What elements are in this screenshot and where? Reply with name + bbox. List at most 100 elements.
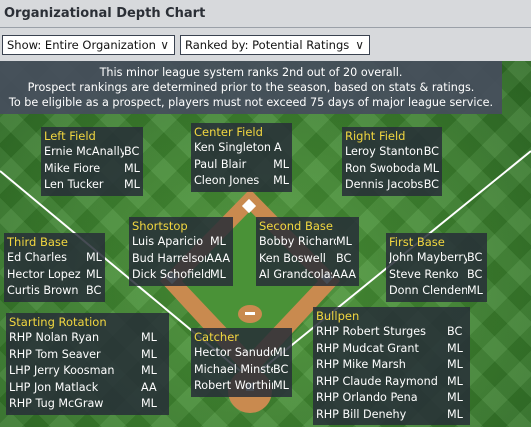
player-row[interactable]: LHP Jerry Koosman ML (9, 363, 166, 380)
position-title: Right Field (345, 129, 406, 143)
second-base-box: Second Base Bobby RichardsonML Ken Boswe… (256, 217, 359, 286)
position-title: Bullpen (316, 309, 360, 323)
player-level: ML (210, 268, 226, 281)
position-title: Shortstop (132, 219, 188, 233)
player-row[interactable]: Donn ClendenonML (389, 283, 484, 300)
player-name: Donn Clendenon (389, 284, 467, 297)
player-level: ML (447, 341, 463, 355)
player-row[interactable]: Curtis Brown BC (7, 283, 102, 300)
player-row[interactable]: Ed Charles ML (7, 250, 102, 267)
player-level: ML (467, 284, 483, 297)
center-field-box: Center Field Ken Singleton A Paul Blair ML… (191, 123, 292, 192)
player-name: LHP Jerry Koosman (9, 364, 115, 377)
player-row[interactable]: Mike Fiore ML (44, 161, 140, 178)
player-row[interactable]: Hector Sanudo ML (194, 345, 289, 362)
player-level: AAA (206, 251, 230, 265)
player-row[interactable]: Dick Schofield ML (132, 267, 230, 284)
position-title: Third Base (7, 235, 68, 249)
player-row[interactable]: LHP Jon Matlack AA (9, 380, 166, 397)
player-row[interactable]: Luis Aparicio ML (132, 234, 230, 251)
player-row[interactable]: Bud Harrelson AAA (132, 251, 230, 268)
player-name: John Mayberry (389, 251, 467, 264)
player-row[interactable]: Ken Boswell BC (259, 251, 356, 268)
player-name: Mike Fiore (44, 161, 101, 175)
player-name: Ken Boswell (259, 251, 326, 265)
player-name: Leroy Stanton (345, 145, 424, 158)
player-row[interactable]: Robert WorthingtonML (194, 378, 289, 395)
show-dropdown[interactable]: Show: Entire Organization ∨ (2, 35, 175, 55)
player-row[interactable]: RHP Claude Raymond ML (316, 374, 467, 391)
player-row[interactable]: RHP Bill Denehy ML (316, 407, 467, 424)
banner-line: Prospect rankings are determined prior t… (27, 81, 475, 94)
player-level: ML (447, 391, 463, 404)
player-row[interactable]: Paul Blair ML (194, 157, 289, 174)
player-level: BC (124, 145, 140, 158)
player-row[interactable]: Hector Lopez ML (7, 267, 102, 284)
player-name: Dennis Jacobs (345, 178, 424, 191)
pitchers-rubber (245, 312, 255, 315)
player-row[interactable]: Al Grandcolas AAA (259, 267, 356, 284)
player-name: Ed Charles (7, 251, 67, 264)
player-row[interactable]: RHP Mike Marsh ML (316, 357, 467, 374)
player-row[interactable]: Ron Swoboda ML (345, 161, 439, 178)
player-row[interactable]: RHP Tug McGraw ML (9, 396, 166, 413)
page-title: Organizational Depth Chart (4, 6, 206, 21)
player-row[interactable]: Cleon Jones ML (194, 173, 289, 190)
banner-line: To be eligible as a prospect, players mu… (8, 96, 494, 109)
player-name: Dick Schofield (132, 268, 210, 281)
player-name: Ernie McAnally (44, 145, 124, 158)
player-name: Hector Lopez (7, 267, 81, 281)
player-row[interactable]: Ernie McAnally BC (44, 144, 140, 161)
player-level: BC (423, 145, 439, 158)
player-name: Luis Aparicio (132, 235, 204, 248)
player-row[interactable]: RHP Robert Sturges BC (316, 324, 467, 341)
first-base-box: First Base John Mayberry BC Steve Renko BC… (386, 233, 487, 302)
player-name: Hector Sanudo (194, 346, 273, 359)
player-name: RHP Tom Seaver (9, 347, 101, 361)
player-name: RHP Mudcat Grant (316, 341, 419, 355)
right-field-box: Right Field Leroy Stanton BC Ron Swoboda M… (342, 127, 442, 196)
player-row[interactable]: Bobby RichardsonML (259, 234, 356, 251)
player-level: ML (86, 251, 102, 264)
player-row[interactable]: Leroy Stanton BC (345, 144, 439, 161)
player-level: ML (141, 364, 157, 377)
player-row[interactable]: Michael MinsterBC (194, 362, 289, 379)
shortstop-box: Shortstop Luis Aparicio ML Bud Harrelson A… (129, 217, 233, 286)
third-base-box: Third Base Ed Charles ML Hector Lopez ML C… (4, 233, 105, 302)
show-dropdown-value: Show: Entire Organization (7, 38, 156, 52)
position-title: Catcher (194, 330, 240, 344)
position-title: Left Field (44, 129, 96, 143)
starting-rotation-box: Starting Rotation RHP Nolan Ryan ML RHP T… (6, 313, 169, 415)
ranked-by-dropdown[interactable]: Ranked by: Potential Ratings ∨ (180, 35, 370, 55)
player-row[interactable]: John Mayberry BC (389, 250, 484, 267)
player-level: ML (141, 347, 157, 361)
player-row[interactable]: RHP Nolan Ryan ML (9, 330, 166, 347)
player-row[interactable]: RHP Mudcat Grant ML (316, 341, 467, 358)
chevron-down-icon: ∨ (160, 38, 169, 52)
player-level: ML (86, 267, 102, 281)
player-level: ML (141, 397, 157, 410)
prospect-banner: This minor league system ranks 2nd out o… (0, 61, 502, 114)
left-field-box: Left Field Ernie McAnally BC Mike Fiore ML… (41, 127, 143, 196)
player-name: RHP Robert Sturges (316, 325, 426, 338)
player-row[interactable]: Ken Singleton A (194, 140, 289, 157)
player-row[interactable]: RHP Orlando Pena ML (316, 390, 467, 407)
player-name: RHP Mike Marsh (316, 358, 406, 371)
player-level: BC (447, 325, 463, 338)
player-row[interactable]: RHP Tom Seaver ML (9, 347, 166, 364)
player-level: AA (141, 380, 157, 394)
banner-line: This minor league system ranks 2nd out o… (99, 66, 403, 79)
player-name: Cleon Jones (194, 174, 260, 187)
player-row[interactable]: Steve Renko BC (389, 267, 484, 284)
player-level: ML (210, 235, 226, 248)
player-level: ML (124, 178, 140, 191)
player-level: ML (273, 346, 289, 359)
player-row[interactable]: Dennis Jacobs BC (345, 177, 439, 194)
player-level: BC (86, 284, 102, 297)
player-level: ML (141, 331, 157, 344)
player-level: ML (447, 374, 463, 388)
player-name: Len Tucker (44, 178, 104, 191)
player-level: ML (447, 358, 463, 371)
player-row[interactable]: Len Tucker ML (44, 177, 140, 194)
player-name: Paul Blair (194, 157, 247, 171)
